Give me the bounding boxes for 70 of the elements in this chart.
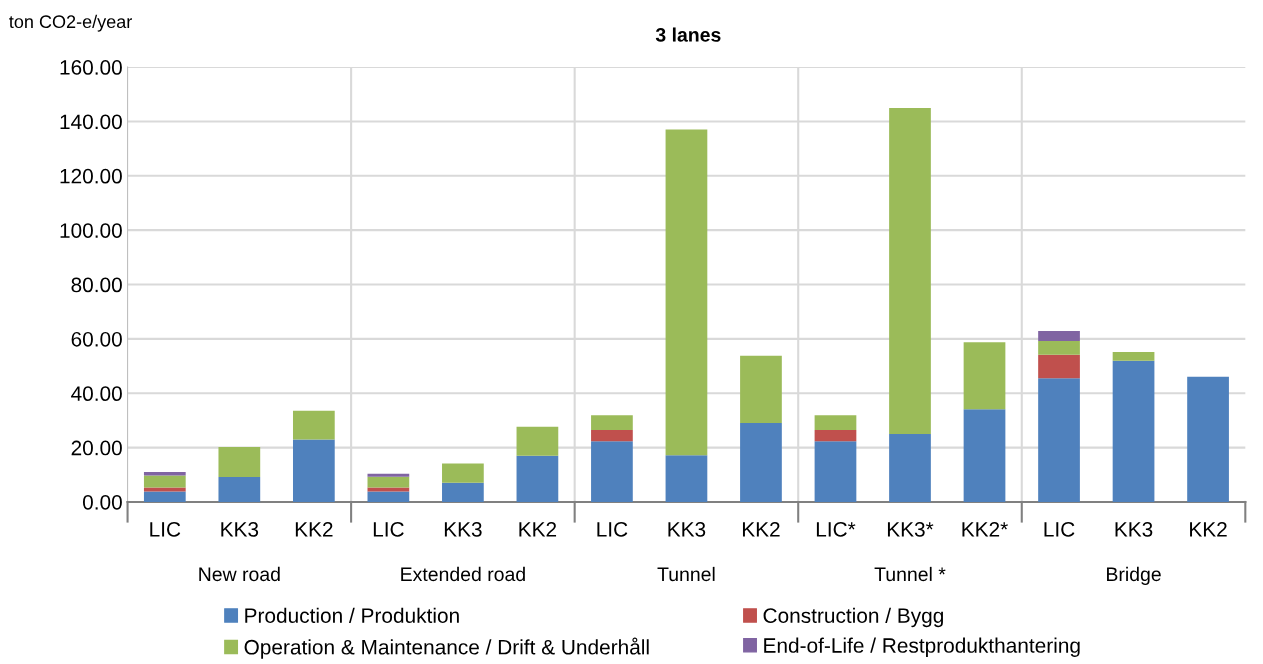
x-tick-label: KK3* bbox=[887, 521, 934, 537]
x-tick-label: KK3 bbox=[221, 521, 259, 537]
bar bbox=[1112, 360, 1155, 502]
bar bbox=[1038, 341, 1080, 355]
bar bbox=[814, 429, 857, 442]
x-tick-label: KK3 bbox=[668, 521, 706, 537]
bar bbox=[591, 415, 633, 430]
bar bbox=[665, 129, 708, 456]
y-tick-label: 100.00 bbox=[60, 223, 122, 238]
legend-label: Operation & Maintenance / Drift & Underhåll bbox=[244, 637, 649, 659]
bar bbox=[591, 441, 633, 502]
bar bbox=[1038, 378, 1080, 502]
bar bbox=[814, 415, 857, 430]
bar bbox=[889, 108, 931, 435]
bar bbox=[367, 476, 410, 488]
x-tick-label: LIC* bbox=[816, 521, 856, 537]
x-tick-label: LIC bbox=[150, 521, 181, 537]
bar bbox=[1187, 376, 1229, 502]
y-tick-label: 20.00 bbox=[71, 440, 122, 456]
bar bbox=[889, 434, 931, 502]
bar bbox=[963, 409, 1006, 502]
bar bbox=[367, 473, 410, 477]
x-tick-label: KK2 bbox=[1190, 521, 1227, 537]
bar bbox=[516, 426, 559, 456]
chart-title: 3 lanes bbox=[655, 27, 721, 42]
bar bbox=[591, 429, 633, 442]
legend-label: End-of-Life / Restprodukthantering bbox=[764, 637, 1080, 657]
bar bbox=[442, 482, 484, 502]
x-tick-label: KK2 bbox=[519, 521, 557, 537]
bar bbox=[143, 491, 186, 502]
x-tick-label: KK2 bbox=[295, 521, 333, 537]
x-tick-label: LIC bbox=[373, 521, 404, 537]
x-tick-label: KK3 bbox=[444, 521, 482, 537]
x-tick-label: KK2 bbox=[742, 521, 780, 537]
bar bbox=[218, 447, 261, 477]
y-tick-label: 40.00 bbox=[71, 386, 122, 402]
bar bbox=[740, 355, 782, 423]
bar bbox=[292, 439, 335, 502]
x-tick-label: KK3 bbox=[1115, 521, 1153, 537]
bar bbox=[963, 342, 1006, 410]
bar bbox=[1038, 331, 1080, 342]
bar bbox=[740, 422, 782, 502]
bar bbox=[218, 476, 261, 502]
y-tick-label: 80.00 bbox=[71, 277, 122, 293]
y-axis-title: ton CO2-e/year bbox=[9, 14, 132, 32]
legend-label: Production / Produktion bbox=[245, 607, 459, 624]
legend-label: Construction / Bygg bbox=[763, 607, 943, 628]
x-tick-label: LIC bbox=[597, 521, 628, 537]
text: Extended road bbox=[401, 566, 525, 582]
y-tick-label: 160.00 bbox=[60, 60, 122, 75]
y-tick-label: 140.00 bbox=[60, 114, 122, 130]
bar bbox=[367, 491, 410, 502]
bar bbox=[442, 463, 484, 483]
y-tick-label: 120.00 bbox=[60, 168, 122, 184]
bar bbox=[143, 472, 186, 476]
y-tick-label: 60.00 bbox=[71, 331, 122, 347]
text: New road bbox=[199, 566, 280, 582]
bar bbox=[1112, 351, 1155, 361]
text: Tunnel bbox=[657, 566, 715, 582]
bar bbox=[1038, 354, 1080, 379]
x-tick-label: LIC bbox=[1044, 521, 1075, 537]
bar bbox=[665, 455, 708, 502]
bar bbox=[814, 441, 857, 502]
bar bbox=[516, 455, 559, 502]
bar bbox=[143, 475, 186, 488]
text: Tunnel * bbox=[874, 566, 946, 582]
bar bbox=[292, 410, 335, 440]
y-tick-label: 0.00 bbox=[82, 494, 122, 510]
text: Bridge bbox=[1107, 566, 1161, 585]
x-tick-label: KK2* bbox=[962, 521, 1008, 537]
